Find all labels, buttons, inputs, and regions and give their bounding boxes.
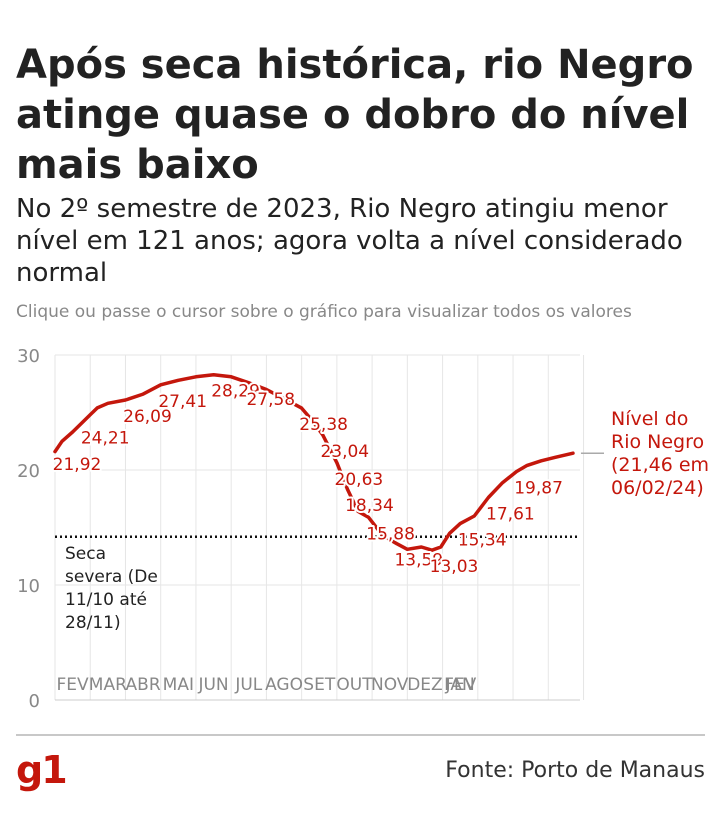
data-label: 13,03 xyxy=(430,557,479,577)
source-credit: Fonte: Porto de Manaus xyxy=(445,758,705,783)
y-tick-label: 10 xyxy=(17,576,40,597)
x-tick-label: NOV xyxy=(371,675,409,695)
x-tick-label: DEZ xyxy=(407,675,442,695)
end-annotation-label: 06/02/24) xyxy=(611,477,704,499)
data-label: 21,92 xyxy=(53,455,102,475)
end-annotation-label: Rio Negro xyxy=(611,431,704,453)
data-label: 20,63 xyxy=(335,470,384,490)
severe-drought-label: severa (De xyxy=(65,567,158,587)
x-tick-label: AGO xyxy=(265,675,303,695)
x-tick-label: JUN xyxy=(197,675,228,695)
severe-drought-label: Seca xyxy=(65,544,106,564)
x-tick-label: JUL xyxy=(234,675,262,695)
data-label: 18,34 xyxy=(345,496,394,516)
severe-drought-label: 11/10 até xyxy=(65,590,147,610)
data-label: 23,04 xyxy=(320,442,369,462)
y-tick-label: 20 xyxy=(17,461,40,482)
data-label: 25,38 xyxy=(299,415,348,435)
interaction-hint: Clique ou passe o cursor sobre o gráfico… xyxy=(16,302,632,322)
data-label: 28,29 xyxy=(211,382,260,402)
g1-logo: g1 xyxy=(16,748,68,792)
x-tick-label: FEV xyxy=(57,675,90,695)
x-tick-label: FEV xyxy=(444,675,477,695)
data-label: 15,34 xyxy=(458,531,507,551)
footer-divider xyxy=(16,734,705,736)
severe-drought-label: 28/11) xyxy=(65,613,121,633)
x-tick-label: ABR xyxy=(126,675,161,695)
data-label: 27,41 xyxy=(158,392,207,412)
page-title: Após seca histórica, rio Negro atinge qu… xyxy=(16,42,694,188)
series-line-rio-negro xyxy=(53,372,575,552)
x-tick-label: JAN xyxy=(445,675,475,695)
end-annotation-label: Nível do xyxy=(611,408,688,430)
x-tick-label: OUT xyxy=(336,675,373,695)
y-tick-label: 30 xyxy=(17,346,40,367)
data-label: 19,87 xyxy=(514,478,563,498)
page-subtitle: No 2º semestre de 2023, Rio Negro atingi… xyxy=(16,194,683,288)
data-label: 15,88 xyxy=(366,524,415,544)
data-label: 17,61 xyxy=(486,504,535,524)
data-label: 13,59 xyxy=(394,551,443,571)
x-tick-label: SET xyxy=(303,675,336,695)
data-label: 26,09 xyxy=(123,407,172,427)
x-tick-label: MAR xyxy=(89,675,127,695)
end-annotation-label: (21,46 em xyxy=(611,454,709,476)
y-tick-label: 0 xyxy=(29,691,40,712)
data-label: 24,21 xyxy=(81,429,130,449)
data-label: 27,58 xyxy=(246,390,295,410)
x-tick-label: MAI xyxy=(163,675,194,695)
